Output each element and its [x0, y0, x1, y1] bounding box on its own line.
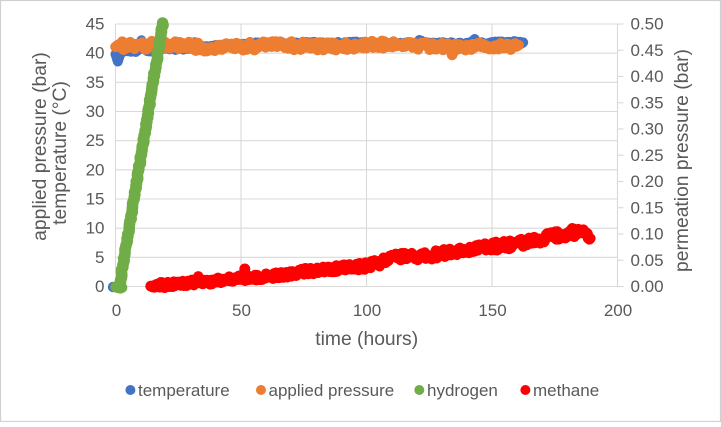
svg-text:0.50: 0.50	[631, 15, 664, 34]
svg-text:methane: methane	[533, 381, 599, 400]
svg-text:hydrogen: hydrogen	[427, 381, 498, 400]
svg-text:0.05: 0.05	[631, 251, 664, 270]
svg-text:35: 35	[86, 73, 105, 92]
svg-text:0.15: 0.15	[631, 198, 664, 217]
svg-text:200: 200	[604, 301, 632, 320]
svg-text:permeation pressure (bar): permeation pressure (bar)	[672, 49, 693, 272]
svg-text:20: 20	[86, 160, 105, 179]
svg-text:0: 0	[112, 301, 121, 320]
svg-text:45: 45	[86, 15, 105, 34]
svg-text:25: 25	[86, 131, 105, 150]
svg-text:0.35: 0.35	[631, 93, 664, 112]
svg-text:0.00: 0.00	[631, 277, 664, 296]
svg-text:time (hours): time (hours)	[315, 329, 418, 350]
svg-text:0.45: 0.45	[631, 41, 664, 60]
svg-text:0.25: 0.25	[631, 146, 664, 165]
svg-text:0: 0	[95, 277, 104, 296]
svg-text:temperature: temperature	[138, 381, 230, 400]
svg-text:5: 5	[95, 248, 104, 267]
svg-text:applied pressure: applied pressure	[269, 381, 395, 400]
svg-text:40: 40	[86, 44, 105, 63]
svg-text:10: 10	[86, 219, 105, 238]
svg-text:temperature (°C): temperature (°C)	[50, 81, 71, 225]
svg-text:0.40: 0.40	[631, 67, 664, 86]
svg-text:0.30: 0.30	[631, 120, 664, 139]
svg-text:100: 100	[353, 301, 381, 320]
svg-text:30: 30	[86, 102, 105, 121]
svg-text:0.10: 0.10	[631, 225, 664, 244]
svg-text:0.20: 0.20	[631, 172, 664, 191]
svg-text:15: 15	[86, 190, 105, 209]
svg-text:applied pressure (bar): applied pressure (bar)	[30, 52, 51, 241]
svg-text:50: 50	[232, 301, 251, 320]
svg-text:150: 150	[478, 301, 506, 320]
